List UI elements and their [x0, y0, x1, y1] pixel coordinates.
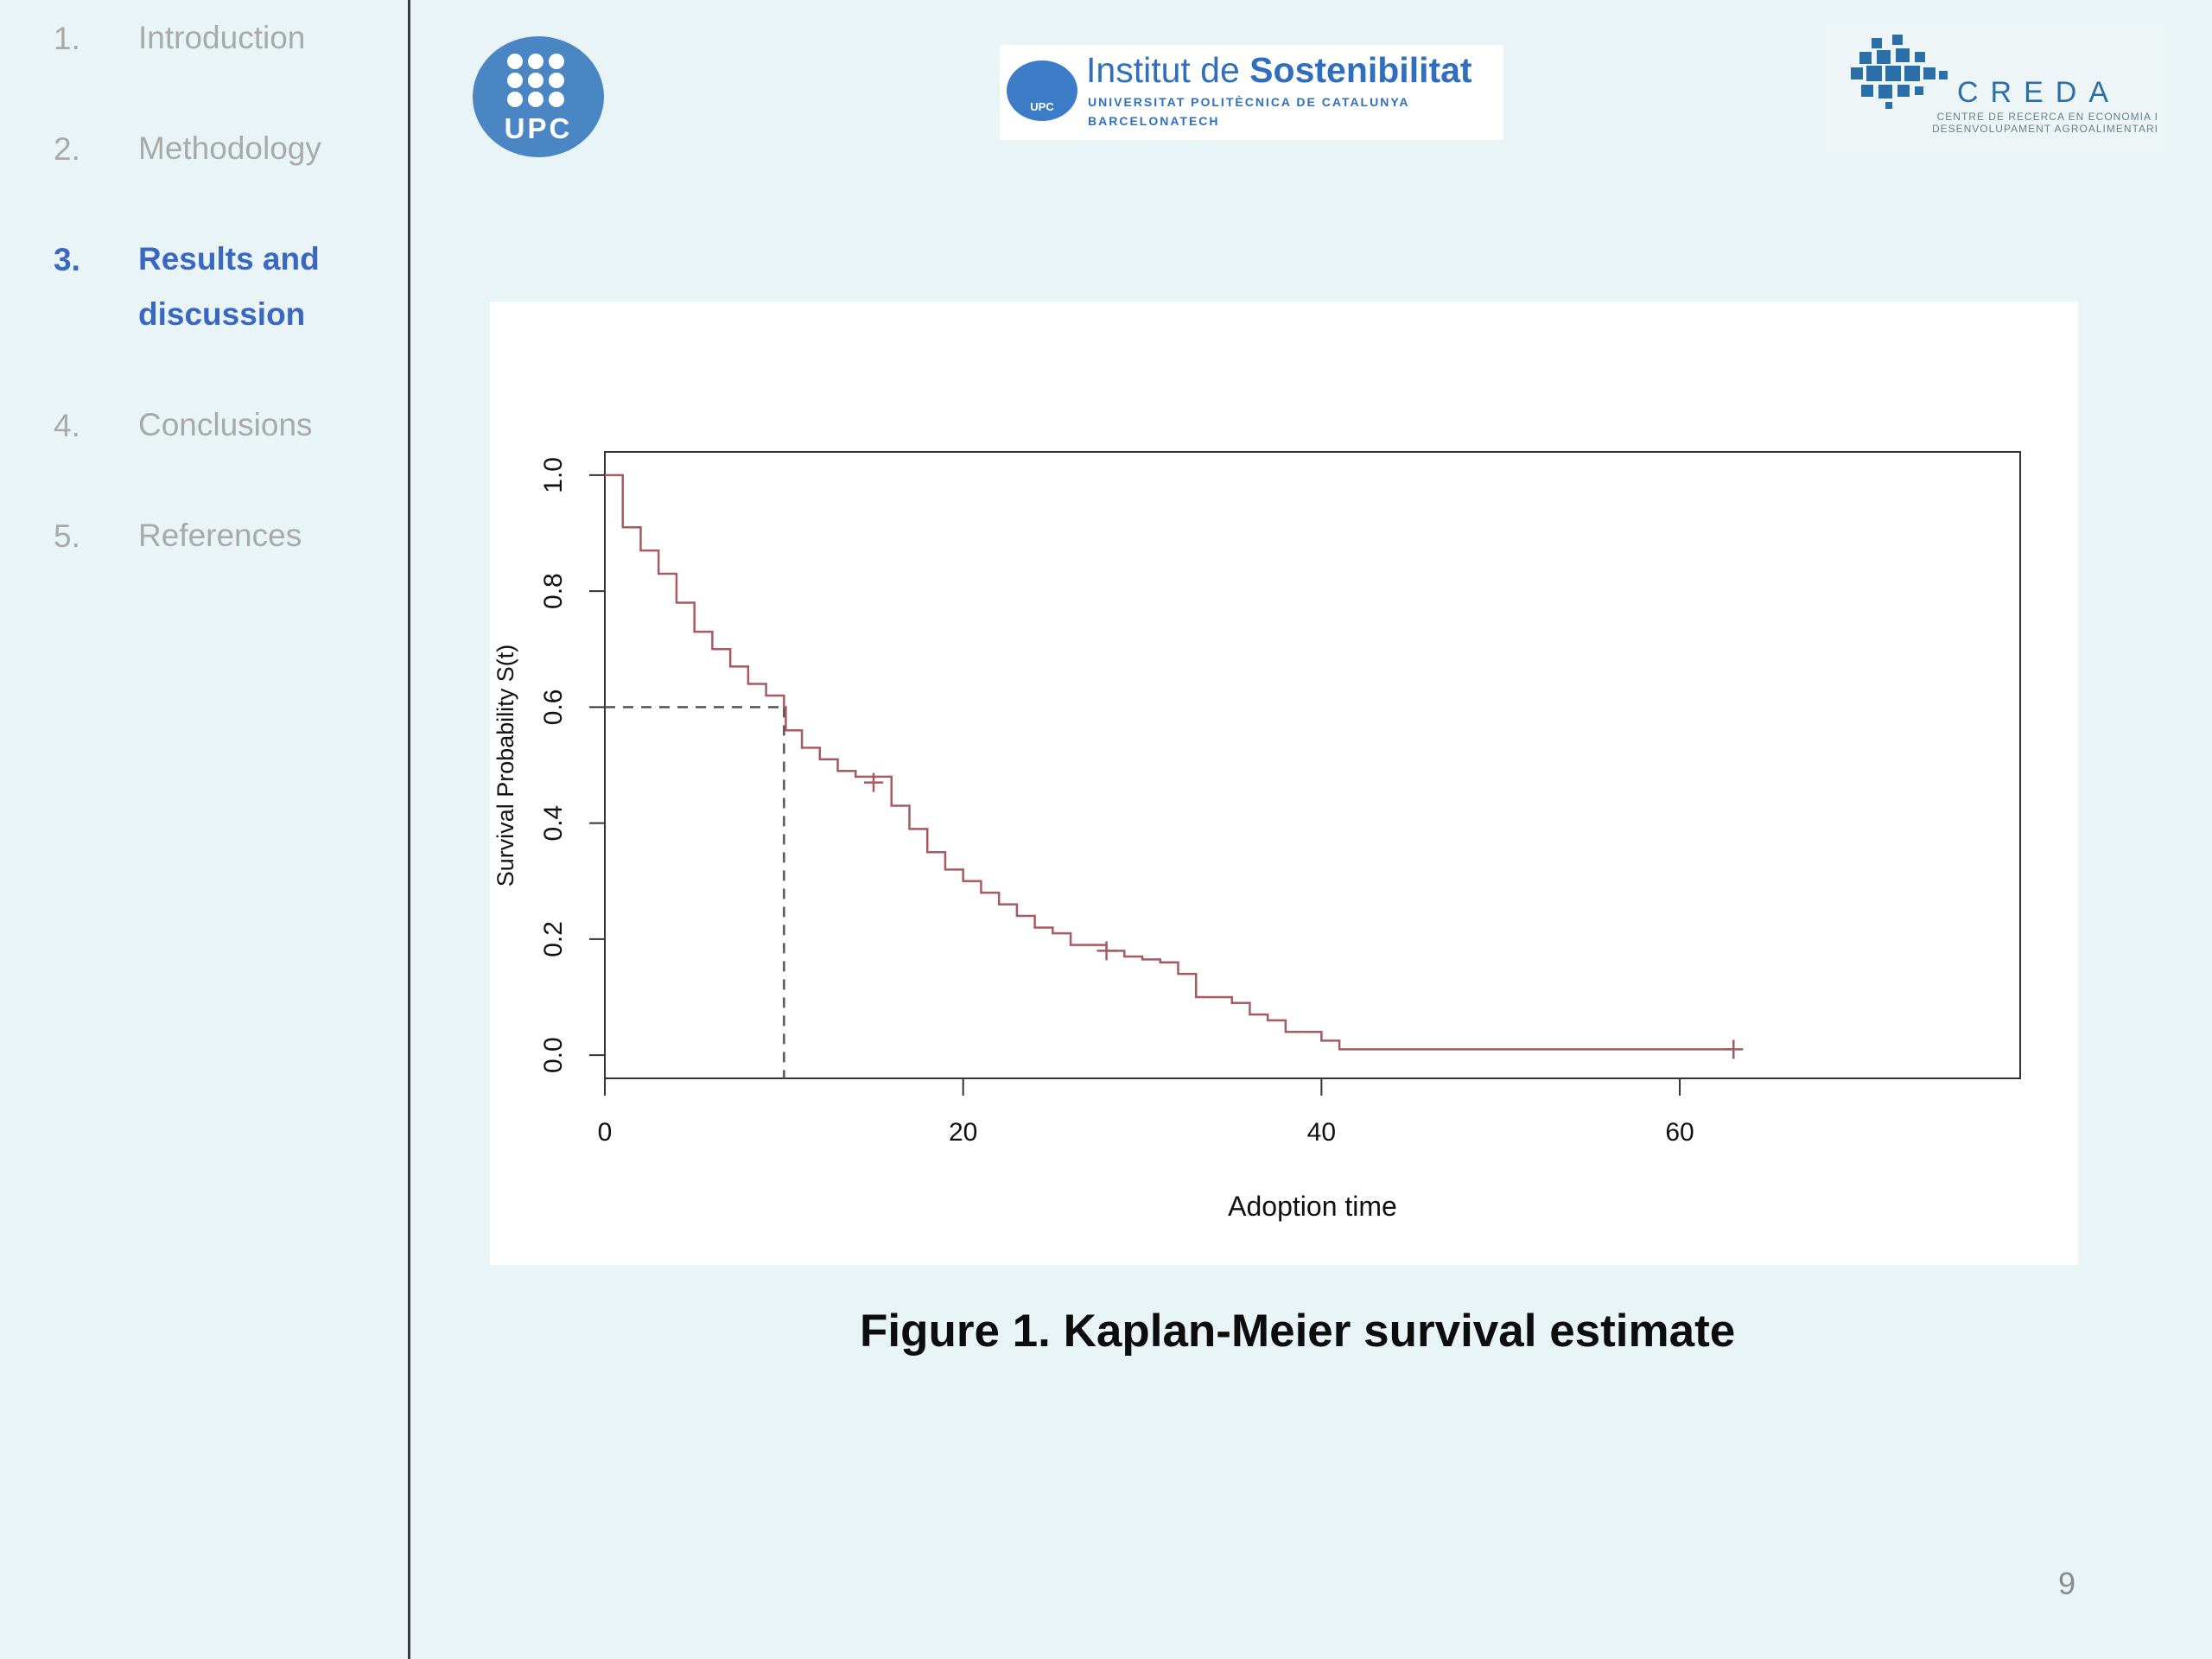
nav-label: Results and discussion [138, 241, 320, 332]
y-tick-label: 0.4 [539, 805, 568, 842]
nav-number: 2. [54, 131, 80, 167]
institut-logo-title: Institut de Sostenibilitat [1086, 50, 1472, 90]
creda-logo-subtitle: CENTRE DE RECERCA EN ECONOMIA I DESENVOL… [1931, 111, 2158, 135]
y-tick-label: 0.6 [539, 690, 568, 726]
figure-caption: Figure 1. Kaplan-Meier survival estimate [860, 1306, 1736, 1357]
creda-logo: CREDA CENTRE DE RECERCA EN ECONOMIA I DE… [1821, 22, 2167, 152]
sidebar-nav: 1. Introduction 2. Methodology 3. Result… [0, 0, 410, 1659]
nav-label: Introduction [138, 20, 306, 55]
y-tick-label: 0.0 [539, 1037, 568, 1073]
institut-logo-line3: BARCELONATECH [1088, 114, 1220, 128]
institut-sostenibilitat-logo: UPC Institut de Sostenibilitat UNIVERSIT… [1000, 45, 1503, 140]
upc-dots-icon [507, 54, 576, 118]
nav-number: 1. [54, 21, 80, 56]
reference-lines [605, 706, 785, 1078]
nav-label: Conclusions [138, 407, 313, 442]
y-tick-label: 0.8 [539, 573, 568, 609]
upc-logo-text: UPC [504, 112, 573, 144]
institut-logo-line2: UNIVERSITAT POLITÈCNICA DE CATALUNYA [1088, 95, 1410, 109]
x-tick-label: 0 [598, 1118, 613, 1147]
survival-curve [605, 474, 1734, 1051]
y-tick-label: 1.0 [539, 457, 568, 493]
plot-frame [604, 451, 2021, 1079]
upc-badge-icon: UPC [1007, 60, 1077, 121]
y-tick-label: 0.2 [539, 921, 568, 957]
chart-axes: 0 20 40 60 0.0 0.2 0.4 0.6 0.8 1.0 [539, 457, 1694, 1147]
creda-logo-text: CREDA [1957, 76, 2121, 109]
x-tick-label: 40 [1307, 1118, 1336, 1147]
nav-label: References [138, 518, 302, 553]
x-axis-label: Adoption time [1228, 1191, 1397, 1222]
kaplan-meier-chart: 0 20 40 600.00.20.40.60.81.0 Adoption time … [493, 451, 2021, 1222]
nav-number: 4. [54, 408, 80, 443]
chart-panel: 0 20 40 60 0.0 0.2 0.4 0.6 0.8 1.0 Adoption time … [490, 302, 2078, 1265]
nav-number: 5. [54, 518, 80, 554]
upc-logo: UPC [473, 36, 604, 157]
nav-number: 3. [54, 242, 80, 277]
x-tick-label: 20 [949, 1118, 977, 1147]
x-tick-label: 60 [1665, 1118, 1694, 1147]
creda-pixel-icon [1851, 35, 1948, 109]
nav-label: Methodology [138, 130, 321, 166]
page-number: 9 [2058, 1566, 2076, 1601]
y-axis-label: Survival Probability S(t) [493, 645, 518, 887]
chart-series [605, 474, 1744, 1059]
